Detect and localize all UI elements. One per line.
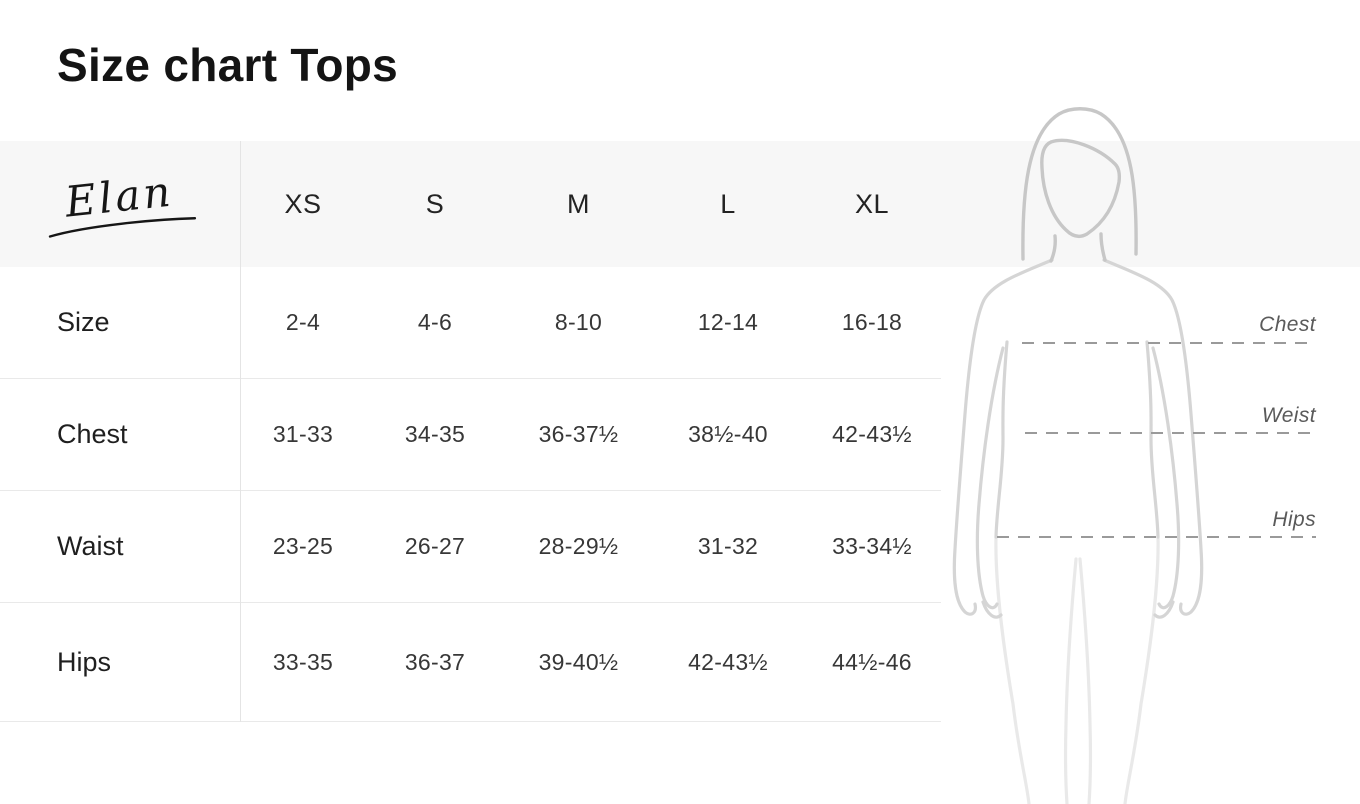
cell-chest-m: 36-37½	[504, 379, 653, 491]
column-header-xl: XL	[854, 188, 890, 219]
weist-measure-line	[1025, 432, 1316, 434]
column-header-m: M	[567, 188, 590, 219]
cell-hips-xl: 44½-46	[803, 603, 941, 722]
brand-logo-wrap: Elan	[42, 167, 197, 239]
cell-waist-m: 28-29½	[504, 491, 653, 603]
row-label-size: Size	[0, 267, 240, 379]
column-header-l: L	[720, 188, 736, 219]
cell-chest-l: 38½-40	[653, 379, 803, 491]
row-label-hips: Hips	[0, 603, 240, 722]
cell-hips-xs: 33-35	[240, 603, 366, 722]
female-body-figure-illustration	[952, 107, 1204, 804]
size-chart-table: Elan XS S M L XL Size 2-4 4-6 8-10 12-14…	[0, 141, 941, 722]
figure-head-hair-outline	[1021, 107, 1138, 263]
cell-hips-s: 36-37	[366, 603, 504, 722]
column-header-s: S	[425, 188, 445, 219]
hips-measure-line	[997, 536, 1316, 538]
cell-waist-xl: 33-34½	[803, 491, 941, 603]
chest-measure-line	[1022, 342, 1316, 344]
page-title: Size chart Tops	[57, 39, 399, 91]
logo-underline-flourish	[48, 217, 197, 238]
cell-waist-xs: 23-25	[240, 491, 366, 603]
cell-size-l: 12-14	[653, 267, 803, 379]
figure-label-hips: Hips	[1272, 508, 1316, 531]
figure-torso-arms-outline	[952, 258, 1204, 619]
cell-size-s: 4-6	[366, 267, 504, 379]
figure-label-weist: Weist	[1261, 404, 1316, 427]
figure-label-chest: Chest	[1259, 313, 1316, 336]
row-label-chest: Chest	[0, 379, 240, 491]
cell-size-xs: 2-4	[240, 267, 366, 379]
brand-logo: Elan	[0, 141, 240, 267]
column-header-xs: XS	[284, 188, 322, 219]
cell-size-xl: 16-18	[803, 267, 941, 379]
cell-chest-xs: 31-33	[240, 379, 366, 491]
cell-size-m: 8-10	[504, 267, 653, 379]
cell-chest-xl: 42-43½	[803, 379, 941, 491]
figure-legs-outline	[994, 535, 1160, 804]
cell-waist-s: 26-27	[366, 491, 504, 603]
table-header-band	[0, 141, 1360, 267]
table-column-divider	[240, 141, 241, 722]
cell-hips-m: 39-40½	[504, 603, 653, 722]
cell-waist-l: 31-32	[653, 491, 803, 603]
row-label-waist: Waist	[0, 491, 240, 603]
cell-hips-l: 42-43½	[653, 603, 803, 722]
cell-chest-s: 34-35	[366, 379, 504, 491]
